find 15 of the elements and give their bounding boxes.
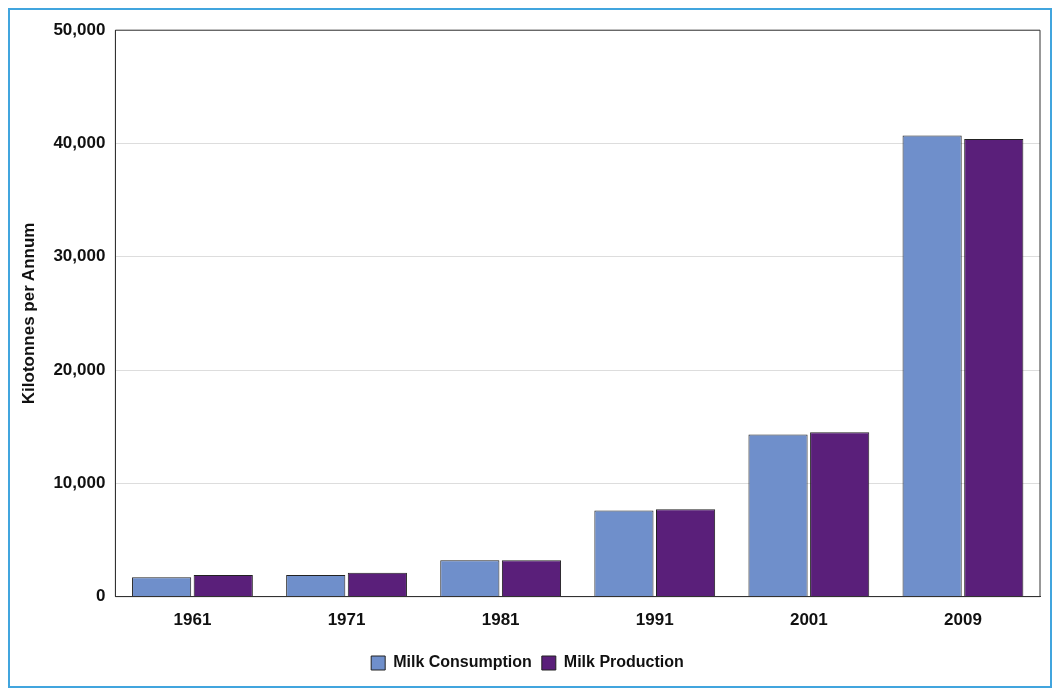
y-tick-label: 0: [95, 586, 106, 606]
y-tick-label: 40,000: [53, 133, 106, 153]
y-tick-label: 10,000: [53, 473, 106, 493]
y-tick-label: 20,000: [53, 359, 106, 379]
x-tick-label: 1981: [481, 610, 520, 630]
x-tick-label: 1991: [635, 610, 674, 630]
y-axis-title: Kilotonnes per Annum: [18, 222, 38, 405]
x-tick-label: 1971: [327, 610, 366, 630]
y-tick-label: 30,000: [53, 246, 106, 266]
y-tick-label: 50,000: [53, 19, 106, 39]
legend-label: Milk Consumption: [393, 653, 532, 671]
x-tick-label: 1961: [173, 610, 212, 630]
legend-label: Milk Production: [563, 653, 684, 671]
x-tick-label: 2001: [789, 610, 828, 630]
x-tick-label: 2009: [944, 610, 982, 630]
